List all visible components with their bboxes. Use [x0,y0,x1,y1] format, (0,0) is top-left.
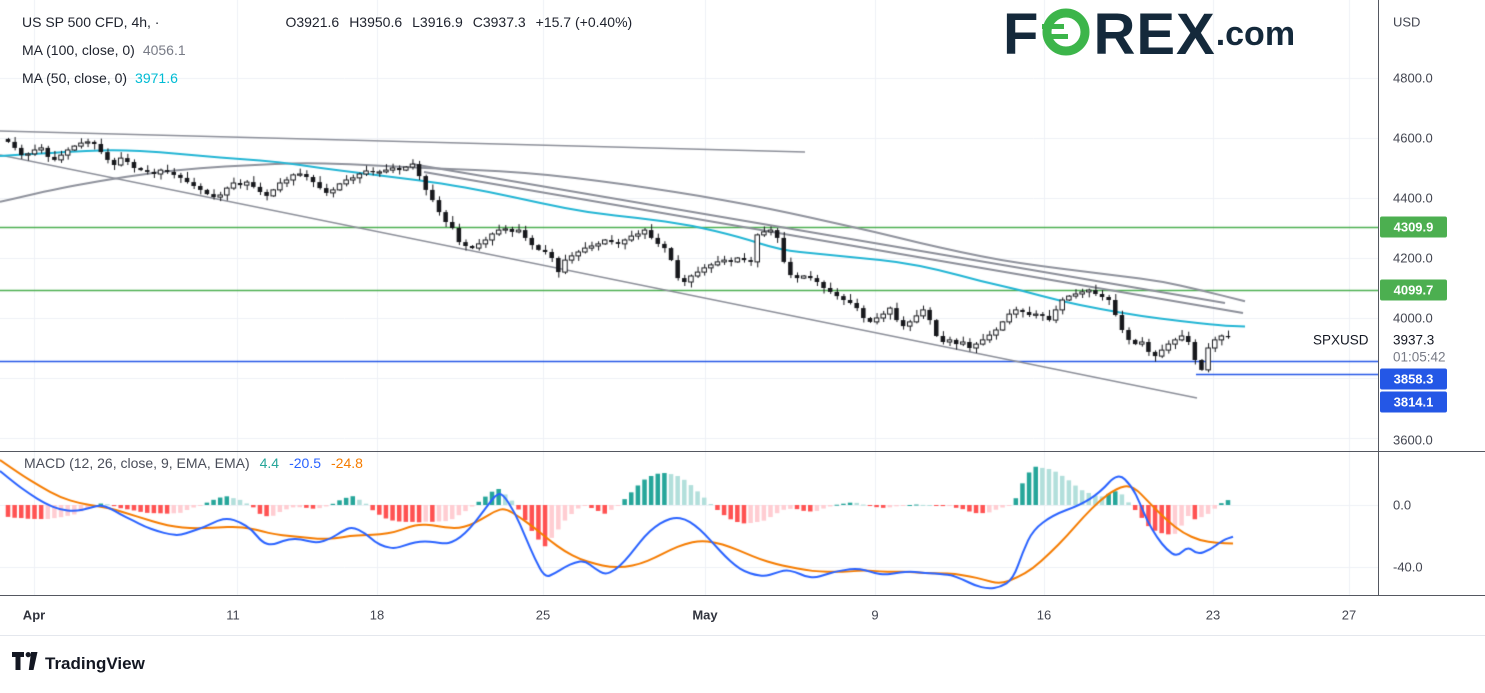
chart-bottom-border [0,635,1485,636]
pane-divider[interactable] [0,451,1485,452]
price-axis-tick: 4600.0 [1393,130,1433,146]
tradingview-attribution[interactable]: TradingView [12,652,145,675]
price-axis-tick: 3600.0 [1393,432,1433,448]
time-axis-tick: 18 [369,607,385,623]
open-value: O3921.6 [285,14,340,30]
time-axis-tick: 23 [1205,607,1221,623]
change-value: +15.7 (+0.40%) [535,14,633,30]
time-axis-tick: 25 [535,607,551,623]
price-level-badge[interactable]: 3858.3 [1380,368,1447,390]
currency-label: USD [1393,14,1421,30]
time-axis-tick: May [692,607,718,623]
macd-signal-value: -24.8 [331,455,363,471]
price-axis-tick: 4400.0 [1393,190,1433,206]
ma50-legend-label[interactable]: MA (50, close, 0) [22,70,128,86]
price-level-badge[interactable]: 4099.7 [1380,279,1447,301]
price-axis-tick: 0.0 [1393,497,1412,513]
last-price-label: 3937.3 [1393,332,1435,348]
bar-countdown: 01:05:42 [1393,349,1446,365]
tradingview-icon [12,652,38,675]
forex-logo-com: .com [1215,15,1296,53]
macd-legend: MACD (12, 26, close, 9, EMA, EMA) 4.4 -2… [24,455,363,471]
time-axis-tick: Apr [22,607,46,623]
close-value: C3937.3 [472,14,526,30]
tradingview-label: TradingView [45,653,145,673]
chart-legend: US SP 500 CFD, 4h, · O3921.6 H3950.6 L39… [22,8,632,92]
ma100-legend-value: 4056.1 [142,42,186,58]
price-level-badge[interactable]: 3814.1 [1380,391,1447,413]
time-axis-tick: 11 [226,607,240,623]
forex-com-logo: F REX .com [1003,1,1296,67]
price-axis-tick: -40.0 [1393,559,1423,575]
price-axis-tick: 4800.0 [1393,70,1433,86]
ma100-legend-label[interactable]: MA (100, close, 0) [22,42,135,58]
ma50-legend-value: 3971.6 [135,70,178,86]
ohlc-values: O3921.6 H3950.6 L3916.9 C3937.3 +15.7 (+… [285,14,632,30]
time-axis-tick: 16 [1036,607,1052,623]
high-value: H3950.6 [349,14,403,30]
forex-logo-rex: REX [1093,1,1216,67]
macd-line-value: -20.5 [289,455,322,471]
symbol-price-label: SPXUSD [1313,332,1369,348]
macd-legend-title[interactable]: MACD (12, 26, close, 9, EMA, EMA) [24,455,250,471]
time-axis-tick: 9 [871,607,879,623]
time-axis-divider [0,595,1485,596]
macd-hist-value: 4.4 [259,455,280,471]
symbol-title[interactable]: US SP 500 CFD, 4h, · [22,14,160,30]
price-level-badge[interactable]: 4309.9 [1380,216,1447,238]
low-value: L3916.9 [412,14,463,30]
price-axis-tick: 4200.0 [1393,250,1433,266]
time-axis-tick: 27 [1341,607,1357,623]
price-axis-divider [1378,0,1379,595]
price-axis-tick: 4000.0 [1393,310,1433,326]
price-chart-canvas[interactable] [0,0,1378,635]
forex-logo-o-icon [1040,6,1092,63]
forex-logo-f: F [1003,1,1040,67]
